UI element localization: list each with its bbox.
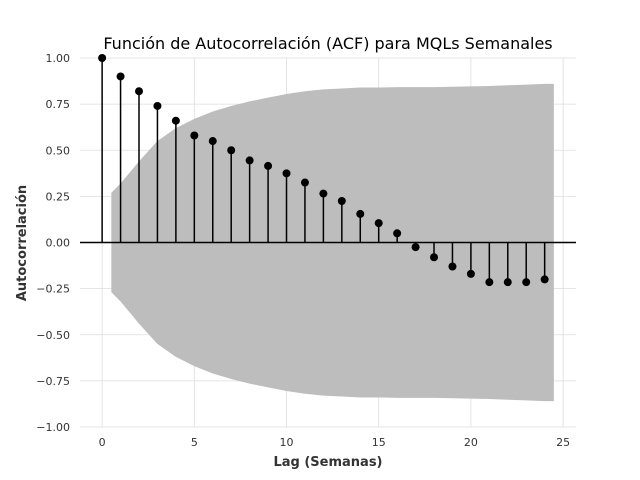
x-tick-labels: 0 5 10 15 20 25 (99, 436, 570, 449)
stem-marker (300, 178, 309, 187)
x-tick-label: 20 (464, 436, 478, 449)
stem-marker (448, 262, 457, 271)
y-tick-labels: 1.00 0.75 0.50 0.25 0.00 −0.25 −0.50 −0.75 −1.00 (36, 52, 70, 434)
stem-marker (540, 275, 549, 284)
stem-marker (466, 269, 475, 278)
x-tick-label: 10 (280, 436, 294, 449)
x-tick-label: 25 (556, 436, 570, 449)
y-tick-label: −1.00 (36, 421, 70, 434)
y-tick-label: 1.00 (46, 52, 71, 65)
x-tick-label: 15 (372, 436, 386, 449)
stem-marker (227, 146, 236, 155)
y-tick-label: −0.50 (36, 329, 70, 342)
stem-marker (411, 243, 420, 252)
y-tick-label: −0.25 (36, 283, 70, 296)
x-tick-label: 5 (191, 436, 198, 449)
stem-marker (485, 278, 494, 287)
stem-marker (503, 278, 512, 287)
stem-marker (282, 169, 291, 178)
y-tick-label: 0.25 (46, 190, 71, 203)
stem-marker (393, 229, 402, 238)
stem-marker (153, 101, 162, 110)
stem-marker (190, 131, 199, 140)
stem-marker (522, 278, 531, 287)
stem-marker (264, 161, 273, 170)
y-tick-label: 0.50 (46, 144, 71, 157)
y-axis-label: Autocorrelación (15, 185, 30, 301)
x-axis-label: Lag (Semanas) (273, 455, 382, 470)
chart-title: Función de Autocorrelación (ACF) para MQ… (103, 34, 552, 53)
stem-marker (374, 219, 383, 228)
stem-marker (98, 54, 107, 62)
stem-marker (116, 72, 125, 81)
stem-marker (135, 87, 144, 96)
y-tick-label: 0.75 (46, 98, 71, 111)
stem-marker (430, 253, 439, 262)
stem-marker (171, 116, 180, 125)
stem-marker (245, 156, 254, 165)
stem-marker (337, 196, 346, 205)
x-tick-label: 0 (99, 436, 106, 449)
y-tick-label: −0.75 (36, 375, 70, 388)
stem-marker (356, 209, 365, 218)
stem-marker (319, 189, 328, 198)
stems (98, 54, 549, 287)
y-tick-label: 0.00 (46, 237, 71, 250)
stem-marker (208, 137, 217, 146)
